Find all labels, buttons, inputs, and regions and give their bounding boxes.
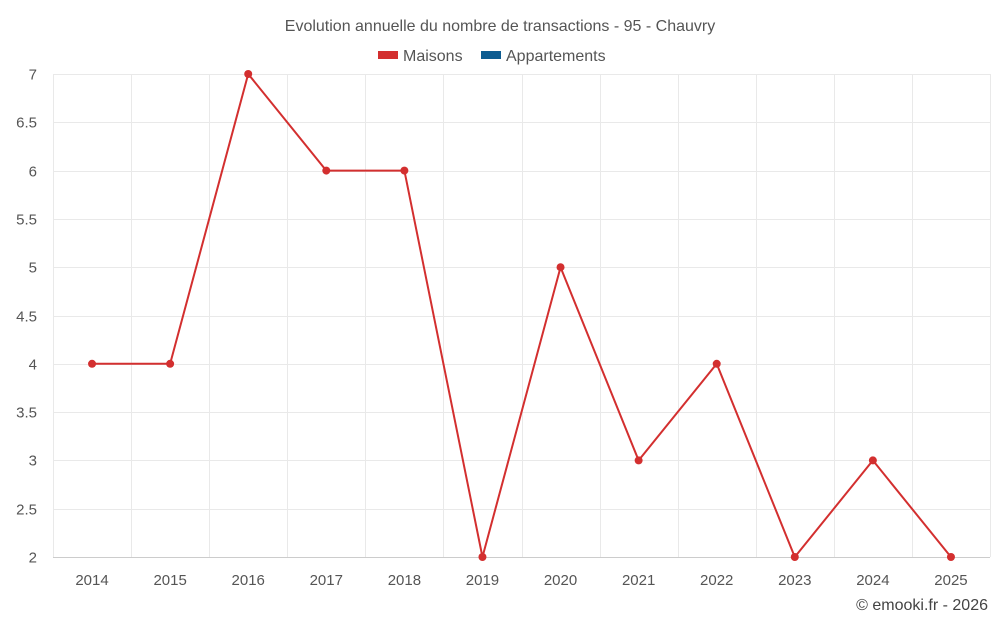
data-point[interactable] [556, 263, 565, 272]
data-point[interactable] [868, 456, 877, 465]
x-tick-label: 2020 [544, 572, 577, 589]
x-tick-label: 2016 [232, 572, 265, 589]
data-point[interactable] [790, 553, 799, 561]
y-tick-label: 6 [29, 164, 37, 181]
grid [53, 74, 991, 558]
x-tick-label: 2024 [856, 572, 889, 589]
y-tick-label: 6.5 [16, 115, 37, 132]
y-tick-label: 2.5 [16, 502, 37, 519]
data-point[interactable] [400, 166, 409, 175]
x-tick-label: 2022 [700, 572, 733, 589]
y-tick-label: 3.5 [16, 405, 37, 422]
x-axis: 2014 2015 2016 2017 2018 2019 2020 2021 2022 2023… [75, 572, 967, 589]
data-point[interactable] [88, 359, 97, 368]
legend-item-appartements[interactable]: Appartements [481, 48, 606, 65]
x-tick-label: 2021 [622, 572, 655, 589]
data-point[interactable] [634, 456, 643, 465]
y-tick-label: 4.5 [16, 309, 37, 326]
data-point[interactable] [712, 359, 721, 368]
chart-title: Evolution annuelle du nombre de transact… [285, 18, 715, 35]
data-point[interactable] [478, 553, 487, 561]
x-tick-label: 2025 [934, 572, 967, 589]
y-tick-label: 3 [29, 453, 37, 470]
data-point[interactable] [322, 166, 331, 175]
legend-swatch-maisons [378, 51, 398, 59]
data-point[interactable] [244, 70, 253, 78]
x-tick-label: 2017 [310, 572, 343, 589]
y-tick-label: 7 [29, 67, 37, 84]
series-line-maisons [92, 73, 952, 558]
x-tick-label: 2019 [466, 572, 499, 589]
y-axis: 2 2.5 3 3.5 4 4.5 5 5.5 6 6.5 7 [16, 67, 37, 567]
y-tick-label: 5.5 [16, 212, 37, 229]
legend-label-appartements: Appartements [506, 48, 606, 65]
y-tick-label: 4 [29, 357, 37, 374]
x-tick-label: 2014 [75, 572, 108, 589]
legend-swatch-appartements [481, 51, 501, 59]
legend-label-maisons: Maisons [403, 48, 463, 65]
x-tick-label: 2023 [778, 572, 811, 589]
x-tick-label: 2018 [388, 572, 421, 589]
y-tick-label: 2 [29, 550, 37, 567]
data-point[interactable] [946, 553, 955, 561]
series-group [88, 70, 955, 561]
legend-item-maisons[interactable]: Maisons [378, 48, 463, 65]
credit-text: © emooki.fr - 2026 [856, 597, 988, 614]
legend: Maisons Appartements [378, 48, 606, 65]
x-tick-label: 2015 [153, 572, 186, 589]
data-point[interactable] [166, 359, 175, 368]
y-tick-label: 5 [29, 260, 37, 277]
